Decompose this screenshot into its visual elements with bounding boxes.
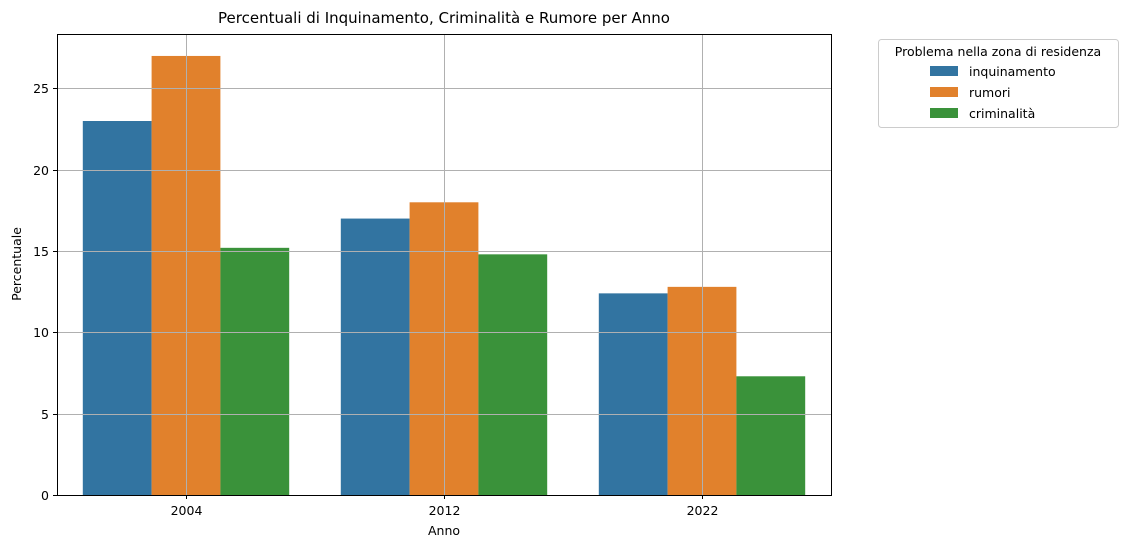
legend-entries: inquinamento rumori criminalità: [930, 64, 1056, 121]
bar-criminalit-2022: [736, 376, 806, 495]
y-tick-label-5: 5: [41, 407, 49, 422]
x-tick-label-2004: 2004: [171, 503, 203, 518]
legend-label-inquinamento: inquinamento: [969, 64, 1056, 79]
legend-frame: [878, 39, 1119, 128]
x-tick-label-2012: 2012: [429, 503, 461, 518]
legend-title: Problema nella zona di residenza: [895, 44, 1101, 59]
x-tick-label-2022: 2022: [687, 503, 719, 518]
legend-swatch-rumori: [930, 87, 958, 97]
bar-criminalit-2012: [478, 254, 548, 495]
bar-inquinamento-2012: [340, 218, 410, 495]
bar-inquinamento-2022: [598, 293, 668, 495]
y-tick-label-20: 20: [33, 163, 49, 178]
legend-swatch-criminalit: [930, 108, 958, 118]
ticks: 0 5 10 15 20 25 2004 2012 2022: [33, 81, 718, 518]
legend-label-criminalit: criminalità: [969, 106, 1035, 121]
y-tick-label-0: 0: [41, 488, 49, 503]
bar-criminalit-2004: [220, 247, 290, 495]
chart-title: Percentuali di Inquinamento, Criminalità…: [218, 9, 670, 27]
y-tick-label-25: 25: [33, 81, 49, 96]
x-axis-label: Anno: [428, 523, 460, 538]
bar-inquinamento-2004: [82, 121, 152, 495]
legend-label-rumori: rumori: [969, 85, 1011, 100]
y-tick-label-15: 15: [33, 244, 49, 259]
legend: Problema nella zona di residenza inquina…: [878, 39, 1119, 128]
y-axis-label: Percentuale: [9, 227, 24, 301]
legend-swatch-inquinamento: [930, 66, 958, 76]
y-tick-label-10: 10: [33, 325, 49, 340]
